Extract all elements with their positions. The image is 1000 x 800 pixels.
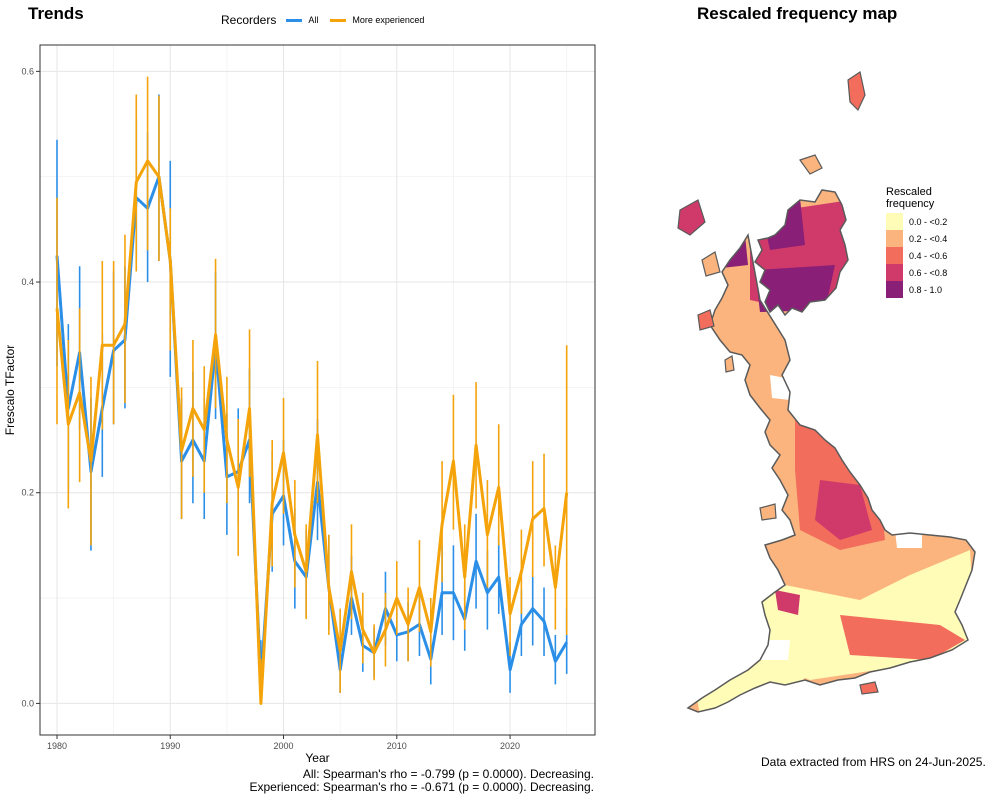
map-legend-label: 0.8 - 1.0 bbox=[909, 284, 943, 295]
map-legend-swatch bbox=[886, 281, 903, 298]
map-legend-row: 0.4 - <0.6 bbox=[886, 247, 947, 264]
frequency-map bbox=[677, 71, 976, 713]
map-legend-row: 0.2 - <0.4 bbox=[886, 230, 947, 247]
y-tick-label: 0.2 bbox=[21, 488, 34, 498]
plot-panel-border bbox=[39, 44, 596, 736]
map-legend-title-line2: frequency bbox=[886, 198, 935, 210]
gb-outline bbox=[686, 189, 976, 713]
island-shetland bbox=[847, 71, 866, 112]
island-anglesey bbox=[759, 503, 777, 521]
stat-all: All: Spearman's rho = -0.799 (p = 0.0000… bbox=[302, 767, 594, 781]
map-legend-title: Rescaled frequency bbox=[886, 186, 947, 210]
legend-label-experienced: More experienced bbox=[352, 15, 425, 25]
island-orkney bbox=[799, 154, 823, 175]
y-tick-label: 0.4 bbox=[21, 277, 34, 287]
recorders-legend: Recorders All More experienced bbox=[221, 10, 432, 30]
y-tick-label: 0.0 bbox=[21, 698, 34, 708]
map-legend-swatch bbox=[886, 230, 903, 247]
x-tick-label: 2020 bbox=[500, 741, 520, 751]
island-arran bbox=[724, 355, 735, 373]
data-note: Data extracted from HRS on 24-Jun-2025. bbox=[761, 755, 986, 769]
map-legend-label: 0.4 - <0.6 bbox=[909, 250, 948, 261]
x-tick-label: 2010 bbox=[387, 741, 407, 751]
map-legend-label: 0.6 - <0.8 bbox=[909, 267, 948, 278]
legend-swatch-experienced bbox=[330, 18, 347, 22]
island-skye bbox=[701, 251, 721, 277]
map-title: Rescaled frequency map bbox=[697, 4, 898, 23]
x-tick-label: 2000 bbox=[274, 741, 294, 751]
legend-label-all: All bbox=[308, 15, 319, 25]
map-legend-row: 0.6 - <0.8 bbox=[886, 264, 947, 281]
island-lewis bbox=[677, 199, 706, 236]
legend-swatch-all bbox=[286, 18, 303, 22]
x-tick-label: 1980 bbox=[47, 741, 67, 751]
map-fill bbox=[688, 190, 975, 712]
map-legend-row: 0.0 - <0.2 bbox=[886, 213, 947, 230]
trends-title: Trends bbox=[28, 4, 84, 23]
map-legend-swatch bbox=[886, 213, 903, 230]
island-wight bbox=[859, 681, 879, 695]
map-legend-swatch bbox=[886, 264, 903, 281]
trends-chart: 1980 1990 2000 2010 2020 0.0 0.2 0.4 0.6 Year Fres… bbox=[3, 44, 596, 765]
map-legend-label: 0.0 - <0.2 bbox=[909, 216, 948, 227]
y-tick-label: 0.6 bbox=[21, 66, 34, 76]
legend-title: Recorders bbox=[221, 13, 277, 27]
y-axis-label: Frescalo TFactor bbox=[3, 345, 17, 435]
stat-experienced: Experienced: Spearman's rho = -0.671 (p … bbox=[249, 780, 595, 794]
map-legend-row: 0.8 - 1.0 bbox=[886, 281, 947, 298]
series-line-more-experienced bbox=[55, 159, 569, 705]
map-legend-title-line1: Rescaled bbox=[886, 186, 932, 198]
series-line-all bbox=[55, 175, 568, 684]
x-axis-label: Year bbox=[305, 751, 329, 765]
island-mull bbox=[697, 309, 715, 331]
map-legend-label: 0.2 - <0.4 bbox=[909, 233, 948, 244]
map-legend: Rescaled frequency 0.0 - <0.2 0.2 - <0.4… bbox=[886, 186, 947, 298]
map-legend-swatch bbox=[886, 247, 903, 264]
x-tick-label: 1990 bbox=[160, 741, 180, 751]
